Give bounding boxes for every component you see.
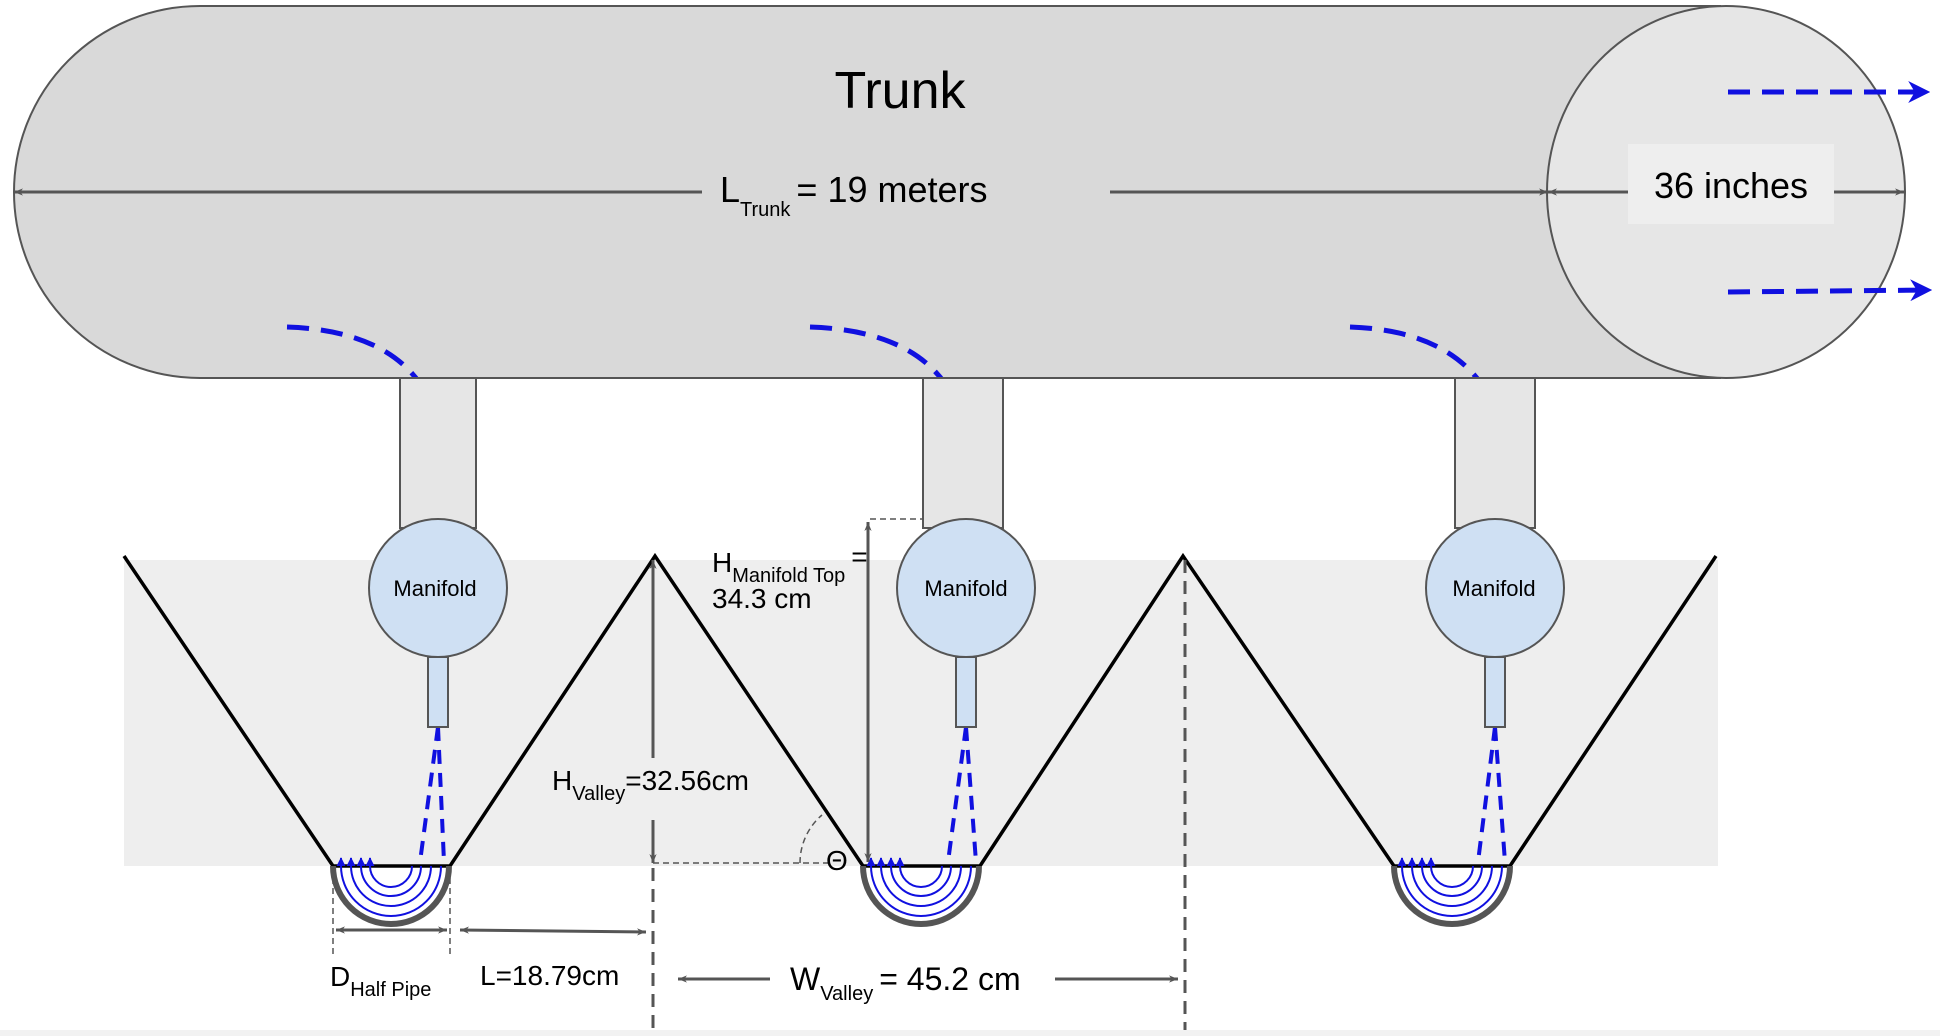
theta-label: Θ [826,845,848,876]
nozzle-1 [427,656,449,728]
drop-pipe-3 [1454,377,1536,529]
d-half-pipe-sub: Half Pipe [350,979,431,1001]
h-valley-dimension: HValley=32.56cm [534,560,766,863]
h-valley-main: H [552,765,572,796]
h-manifold-top-dimension: HManifold Top = 34.3 cm [712,518,923,862]
valley-profile [122,552,1718,868]
drop-pipe-2 [922,377,1004,529]
manifold-label-2: Manifold [924,576,1007,601]
drop-pipe-1 [399,377,477,529]
l-dimension: L=18.79cm [459,926,647,991]
svg-text:HManifold Top=: HManifold Top = [712,541,868,587]
h-valley-sub: Valley [572,783,625,805]
trunk-diameter-dimension: 36 inches [1548,144,1904,224]
half-pipe-1 [330,857,452,927]
inflow-arrow-3 [1349,324,1516,463]
h-manifold-top-eq: = [851,541,867,572]
w-valley-main: W [790,961,821,997]
inflow-arrow-1 [286,324,454,463]
manifold-label-3: Manifold [1452,576,1535,601]
svg-text:LTrunk= 19 meters: LTrunk = 19 meters [720,169,988,221]
trunk-length-main: L [720,169,740,210]
manifold-3: Manifold [1425,518,1565,728]
h-manifold-top-value: 34.3 cm [712,583,812,614]
half-pipe-2 [860,857,982,927]
l-dimension-label: L=18.79cm [480,960,619,991]
trunk-title: Trunk [835,62,967,120]
theta-angle: Θ [653,814,848,876]
h-manifold-top-sub: Manifold Top [732,565,845,587]
bottom-strip [0,1030,1940,1036]
w-valley-value: = 45.2 cm [879,961,1020,997]
trunk-length-value: = 19 meters [796,169,987,210]
nozzle-3 [1484,656,1506,728]
svg-text:HValley=32.56cm: HValley=32.56cm [552,765,749,805]
trunk-diameter-label: 36 inches [1654,165,1808,206]
trunk-length-sub: Trunk [740,199,791,221]
d-half-pipe-dimension: DHalf Pipe [330,868,451,1001]
trunk-body [13,5,1721,379]
nozzle-2 [955,656,977,728]
d-half-pipe-main: D [330,961,350,992]
svg-text:WValley= 45.2 cm: WValley = 45.2 cm [790,961,1021,1005]
half-pipe-3 [1391,857,1513,927]
manifold-2: Manifold [896,518,1036,728]
manifold-label-1: Manifold [393,576,476,601]
inflow-arrow-2 [809,324,979,463]
svg-text:DHalf Pipe: DHalf Pipe [330,961,431,1001]
trunk-length-dimension: LTrunk = 19 meters [14,169,1548,221]
w-valley-dimension: WValley = 45.2 cm [678,961,1178,1005]
w-valley-sub: Valley [820,983,873,1005]
h-valley-value: =32.56cm [625,765,749,796]
h-manifold-top-main: H [712,547,732,578]
manifold-1: Manifold [368,518,508,728]
